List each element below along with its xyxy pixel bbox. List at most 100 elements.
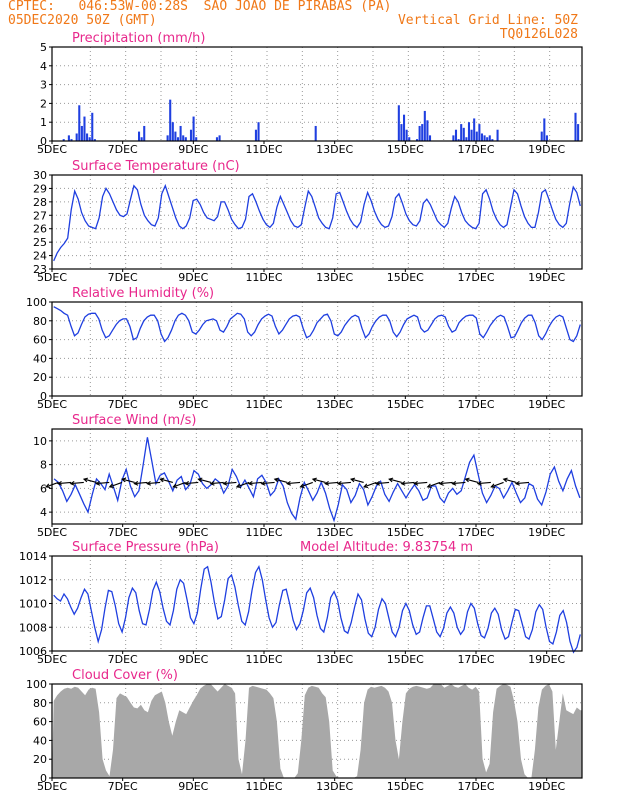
x-date-label: 11DEC bbox=[245, 398, 282, 411]
precip-bar bbox=[78, 105, 81, 141]
x-date-label: 13DEC bbox=[316, 653, 353, 666]
wind-arrow bbox=[438, 480, 453, 486]
precip-bar bbox=[400, 124, 403, 141]
model-altitude-annotation: Model Altitude: 9.83754 m bbox=[300, 540, 473, 555]
wind-arrow bbox=[247, 480, 262, 486]
wind-arrow bbox=[285, 480, 301, 486]
x-date-label: 15DEC bbox=[387, 653, 424, 666]
wind-arrow bbox=[363, 481, 377, 489]
y-tick-label: 29 bbox=[33, 182, 47, 195]
precip-bar bbox=[408, 137, 411, 141]
wind-arrow bbox=[120, 477, 135, 483]
wind-arrow bbox=[311, 477, 326, 483]
wind-panel: 4 6 8 10 5DEC 7DEC 9DEC 11DEC 13DEC 15DEC 17DEC 19D… bbox=[33, 413, 583, 539]
x-date-label: 13DEC bbox=[316, 143, 353, 156]
wind-arrow bbox=[451, 480, 466, 486]
wind-arrow bbox=[69, 480, 84, 486]
x-date-label: 7DEC bbox=[108, 143, 138, 156]
precipitation-title: Precipitation (mm/h) bbox=[72, 31, 205, 46]
y-tick-label: 0 bbox=[40, 772, 47, 785]
wind-arrow bbox=[336, 480, 351, 486]
y-tick-label: 80 bbox=[33, 697, 47, 710]
wind-arrow bbox=[324, 480, 339, 486]
x-date-label: 17DEC bbox=[457, 780, 494, 793]
humidity-line bbox=[53, 306, 581, 343]
wind-arrow bbox=[222, 480, 237, 486]
x-date-label: 15DEC bbox=[387, 780, 424, 793]
x-date-label: 11DEC bbox=[245, 143, 282, 156]
precip-bar bbox=[423, 110, 426, 141]
y-tick-label: 100 bbox=[26, 296, 47, 309]
header-grid-line: Vertical Grid Line: 50Z bbox=[397, 13, 578, 28]
precip-bar bbox=[179, 125, 182, 141]
precip-bar bbox=[465, 137, 468, 141]
x-date-label: 5DEC bbox=[37, 780, 67, 793]
x-date-label: 5DEC bbox=[37, 143, 67, 156]
wind-arrow bbox=[82, 477, 97, 483]
x-date-label: 13DEC bbox=[316, 398, 353, 411]
pressure-title: Surface Pressure (hPa) bbox=[72, 540, 219, 555]
y-tick-label: 2 bbox=[40, 97, 47, 110]
precip-bar bbox=[454, 129, 458, 141]
wind-arrow bbox=[209, 480, 224, 486]
y-tick-label: 40 bbox=[33, 734, 47, 747]
precip-bar bbox=[457, 139, 460, 141]
y-tick-label: 10 bbox=[33, 435, 47, 448]
precip-bar bbox=[75, 133, 78, 141]
x-date-label: 7DEC bbox=[108, 526, 138, 539]
precip-bar bbox=[452, 135, 455, 141]
precip-bar bbox=[189, 129, 193, 141]
wind-arrow bbox=[108, 481, 123, 489]
wind-frame bbox=[51, 428, 583, 525]
cloud-cover-area bbox=[52, 684, 582, 778]
wind-arrow bbox=[159, 477, 173, 483]
precip-bar bbox=[402, 114, 406, 141]
precip-bar bbox=[475, 131, 478, 141]
precip-bar bbox=[174, 131, 177, 141]
x-date-label: 17DEC bbox=[457, 653, 494, 666]
y-tick-label: 1014 bbox=[19, 550, 47, 563]
x-date-label: 5DEC bbox=[37, 653, 67, 666]
wind-arrow bbox=[490, 481, 504, 489]
y-tick-label: 60 bbox=[33, 334, 47, 347]
precip-bar bbox=[405, 129, 408, 141]
precip-bar bbox=[473, 118, 476, 141]
x-date-label: 15DEC bbox=[387, 398, 424, 411]
precipitation-panel: 0 1 2 3 4 5 5DEC 7DEC 9DEC 11DEC 13DEC 15DEC 17DEC 19… bbox=[37, 31, 583, 156]
x-date-label: 17DEC bbox=[457, 526, 494, 539]
precip-bar bbox=[86, 133, 89, 141]
cloud-frame bbox=[51, 683, 583, 779]
wind-arrow bbox=[172, 481, 186, 489]
y-tick-label: 40 bbox=[33, 352, 47, 365]
y-tick-label: 4 bbox=[40, 60, 47, 73]
precip-bar bbox=[83, 116, 86, 141]
precip-bar bbox=[70, 139, 73, 141]
precip-bar bbox=[545, 135, 548, 141]
wind-arrow bbox=[388, 477, 402, 483]
precip-bar bbox=[415, 139, 419, 141]
x-date-label: 9DEC bbox=[178, 780, 208, 793]
precip-bar bbox=[488, 135, 491, 141]
x-date-label: 15DEC bbox=[387, 526, 424, 539]
precip-bar bbox=[171, 122, 174, 141]
wind-arrow bbox=[464, 477, 479, 483]
precip-bar bbox=[215, 137, 219, 141]
precip-bar bbox=[478, 124, 481, 141]
precip-bar bbox=[480, 133, 484, 141]
y-tick-label: 20 bbox=[33, 371, 47, 384]
header-station: CPTEC: 046:53W-00:28S SAO JOAO DE PIRABA… bbox=[8, 0, 392, 14]
wind-arrow bbox=[514, 480, 530, 486]
x-date-label: 13DEC bbox=[316, 526, 353, 539]
precip-bar bbox=[143, 125, 146, 141]
x-date-label: 19DEC bbox=[528, 780, 565, 793]
x-date-label: 7DEC bbox=[108, 398, 138, 411]
y-tick-label: 27 bbox=[33, 209, 47, 222]
temperature-frame bbox=[51, 174, 583, 270]
precip-bar bbox=[574, 112, 577, 141]
x-date-label: 9DEC bbox=[178, 526, 208, 539]
precip-bar bbox=[80, 125, 83, 141]
x-date-label: 5DEC bbox=[37, 271, 67, 284]
precip-bar bbox=[462, 127, 465, 141]
y-tick-label: 25 bbox=[33, 236, 47, 249]
